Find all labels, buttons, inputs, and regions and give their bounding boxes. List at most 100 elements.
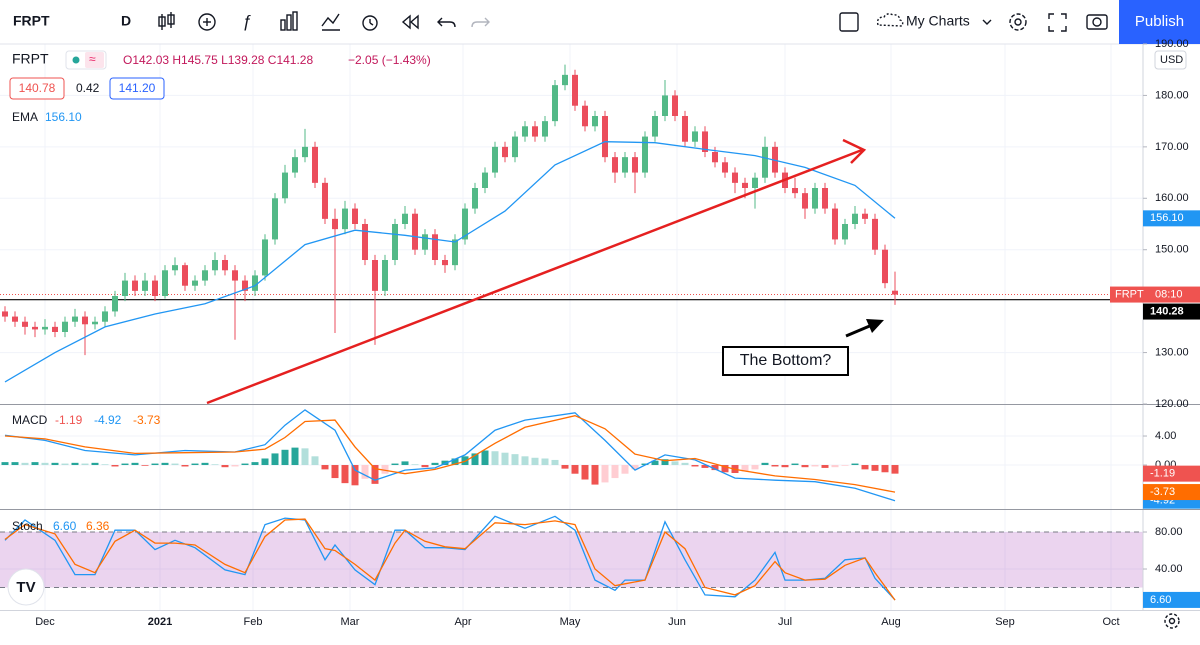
- fullscreen-icon[interactable]: [1048, 13, 1067, 32]
- annotation: The Bottom?: [740, 352, 832, 369]
- interval[interactable]: D: [121, 13, 131, 29]
- candle-body: [262, 239, 268, 276]
- macd-histogram-bar: [241, 463, 249, 466]
- macd-histogram-bar: [271, 453, 279, 466]
- macd-histogram-bar: [841, 465, 849, 466]
- candle-body: [842, 224, 848, 240]
- macd-histogram-bar: [451, 458, 459, 466]
- trend-line[interactable]: [206, 148, 863, 405]
- macd-histogram-bar: [691, 465, 699, 467]
- macd-histogram-bar: [741, 465, 749, 472]
- macd-histogram-bar: [441, 460, 449, 466]
- y-tick-label: 80.00: [1155, 526, 1183, 538]
- settings-icon[interactable]: [1009, 13, 1027, 31]
- macd-histogram-bar: [1, 462, 9, 466]
- currency[interactable]: USD: [1160, 54, 1183, 66]
- candle-body: [632, 157, 638, 173]
- logo-badge[interactable]: [7, 568, 45, 606]
- logo[interactable]: TV: [16, 579, 35, 596]
- candle-body: [822, 188, 828, 209]
- macd-histogram-bar: [191, 463, 199, 466]
- x-tick-label: Dec: [35, 616, 55, 628]
- macd-histogram-bar: [481, 450, 489, 466]
- last-price-time: 08:10: [1155, 288, 1183, 300]
- ask[interactable]: 141.20: [119, 81, 156, 95]
- macd-histogram-bar: [291, 447, 299, 466]
- my-charts[interactable]: My Charts: [906, 13, 970, 29]
- symbol[interactable]: FRPT: [13, 13, 50, 29]
- currency-box[interactable]: [1154, 50, 1187, 70]
- bid[interactable]: 140.78: [19, 81, 56, 95]
- x-tick-label: Sep: [995, 616, 1015, 628]
- macd-histogram-bar: [771, 465, 779, 467]
- compare-icon[interactable]: [280, 11, 298, 31]
- candle-body: [662, 95, 668, 116]
- publish[interactable]: Publish: [1135, 13, 1184, 30]
- candle-body: [232, 270, 238, 281]
- candle-body: [52, 326, 58, 332]
- candle-body: [752, 177, 758, 188]
- candle-body: [832, 208, 838, 240]
- pointer-arrow[interactable]: [845, 323, 873, 338]
- settings-gear[interactable]: [1164, 613, 1180, 629]
- y-tick-label: 130.00: [1155, 346, 1189, 358]
- replay-icon[interactable]: [401, 14, 419, 30]
- macd-histogram-bar: [521, 456, 529, 466]
- macd-histogram-bar: [641, 463, 649, 466]
- stoch-axis-label-box: [1143, 591, 1200, 608]
- candle-body: [462, 208, 468, 240]
- fx-icon[interactable]: ƒ: [242, 11, 251, 30]
- x-tick-label: Apr: [454, 616, 471, 628]
- ask-box[interactable]: [109, 77, 165, 100]
- macd-histogram-bar: [511, 454, 519, 466]
- candle-body: [242, 280, 248, 291]
- axis-labels: Dec 2021 Feb Mar Apr May Jun Jul Aug Sep Oct 120.00…: [35, 38, 1200, 628]
- bid-box[interactable]: [9, 77, 65, 100]
- macd-histogram-bar: [161, 462, 169, 466]
- ema-legend-name: EMA: [12, 110, 38, 124]
- macd-histogram-bar: [331, 465, 339, 479]
- macd-histogram-bar: [411, 464, 419, 466]
- candle-body: [272, 198, 278, 240]
- marks: [0, 64, 1143, 601]
- publish-button[interactable]: [1119, 0, 1200, 44]
- macd-histogram-bar: [611, 465, 619, 479]
- layout-icon[interactable]: [839, 12, 859, 32]
- candle-body: [482, 172, 488, 188]
- toolbar: [0, 0, 1200, 44]
- chart-type-icon[interactable]: [158, 12, 175, 30]
- candle-body: [352, 208, 358, 224]
- candle-body: [222, 260, 228, 271]
- ema-price-label-box: [1143, 210, 1200, 227]
- candle-body: [322, 182, 328, 219]
- macd-histogram-bar: [231, 465, 239, 467]
- candle-body: [452, 239, 458, 266]
- indicator-add-icon[interactable]: [198, 13, 216, 31]
- macd-histogram-bar: [321, 465, 329, 470]
- macd-histogram-bar: [581, 465, 589, 480]
- macd-histogram-bar: [591, 465, 599, 485]
- macd-histogram-bar: [121, 463, 129, 466]
- dropdown-icon[interactable]: [982, 19, 992, 25]
- macd-histogram-bar: [251, 462, 259, 466]
- hist-axis-label-box: [1143, 465, 1200, 482]
- x-tick-label: 2021: [148, 616, 172, 628]
- candle-body: [252, 275, 258, 291]
- candle-body: [122, 280, 128, 296]
- macd-histogram-bar: [571, 465, 579, 474]
- ema-toggle[interactable]: [85, 52, 104, 68]
- template-icon[interactable]: [321, 13, 340, 31]
- candle-body: [622, 157, 628, 173]
- macd-histogram-bar: [351, 465, 359, 486]
- candle-body: [172, 265, 178, 271]
- alert-icon[interactable]: [362, 15, 378, 31]
- macd-histogram-bar: [131, 462, 139, 466]
- candle-body: [62, 321, 68, 332]
- snapshot-icon[interactable]: [1086, 14, 1108, 30]
- undo-icon[interactable]: [437, 17, 456, 28]
- visibility-dot: [72, 56, 80, 64]
- stoch-band: [0, 532, 1143, 588]
- annotation-box[interactable]: [722, 346, 849, 376]
- candle-body: [22, 321, 28, 327]
- macd-histogram-bar: [721, 465, 729, 473]
